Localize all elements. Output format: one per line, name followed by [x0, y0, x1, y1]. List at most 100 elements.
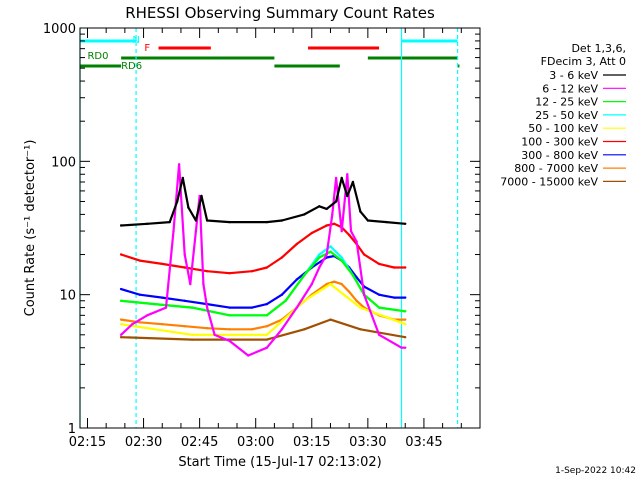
data-point: [377, 262, 381, 266]
data-point: [138, 321, 141, 324]
data-point: [194, 219, 198, 222]
data-point: [176, 200, 179, 203]
series-line: [120, 250, 406, 317]
data-point: [351, 274, 355, 277]
footer-date: 1-Sep-2022 10:42: [555, 466, 636, 476]
data-point: [228, 272, 231, 275]
data-point: [119, 318, 123, 321]
data-point: [200, 194, 203, 198]
data-point: [334, 200, 338, 203]
data-point: [377, 306, 381, 309]
x-tick-label: 02:15: [69, 435, 106, 450]
status-bar-label: RD0: [87, 51, 108, 62]
data-point: [119, 323, 123, 326]
x-tick-label: 03:00: [237, 435, 274, 450]
data-point: [198, 194, 201, 198]
data-point: [404, 266, 407, 269]
data-point: [329, 318, 332, 321]
data-point: [340, 176, 343, 180]
x-tick-label: 03:45: [405, 435, 442, 450]
data-point: [265, 220, 269, 224]
data-point: [303, 328, 306, 331]
data-point: [351, 180, 355, 184]
data-point: [404, 318, 407, 321]
data-point: [392, 266, 396, 269]
legend-entry-label: 7000 - 15000 keV: [500, 175, 598, 188]
data-point: [228, 220, 231, 224]
legend-entry-label: 6 - 12 keV: [542, 82, 598, 95]
data-point: [119, 333, 123, 336]
data-point: [334, 176, 338, 180]
data-point: [265, 333, 269, 336]
x-tick-label: 03:15: [293, 435, 330, 450]
data-point: [329, 250, 332, 253]
data-point: [138, 293, 141, 296]
data-point: [265, 266, 269, 269]
data-point: [348, 233, 351, 237]
data-point: [205, 306, 209, 309]
data-point: [205, 270, 209, 273]
data-point: [325, 282, 328, 286]
data-point: [303, 299, 306, 302]
data-point: [265, 314, 269, 317]
data-point: [404, 296, 407, 299]
time-markers: [79, 28, 459, 428]
x-tick-label: 02:30: [125, 435, 162, 450]
y-tick-label: 10: [59, 289, 76, 304]
data-point: [295, 242, 298, 246]
data-point: [265, 302, 269, 306]
data-point: [119, 287, 123, 291]
data-point: [392, 296, 396, 299]
data-point: [346, 173, 349, 176]
data-point: [183, 299, 186, 302]
data-point: [349, 229, 353, 233]
data-point: [161, 296, 164, 299]
data-point: [138, 259, 141, 262]
data-point: [190, 338, 194, 341]
data-point: [161, 262, 164, 266]
data-point: [190, 306, 194, 309]
data-point: [331, 213, 334, 216]
data-point: [377, 333, 381, 336]
data-point: [318, 205, 321, 208]
y-tick-label: 100: [51, 155, 76, 170]
legend-entry-label: 25 - 50 keV: [535, 109, 598, 122]
data-point: [228, 328, 231, 331]
data-point: [385, 220, 388, 224]
data-point: [280, 256, 284, 259]
status-bar-label: RD6: [121, 61, 142, 72]
data-point: [329, 245, 332, 248]
data-point: [280, 293, 284, 296]
data-point: [325, 253, 328, 256]
data-point: [250, 328, 254, 331]
y-axis-label: Count Rate (s⁻¹ detector⁻¹): [23, 140, 38, 317]
data-point: [303, 274, 306, 277]
data-point: [205, 219, 209, 222]
series-lines: [119, 163, 407, 357]
data-point: [265, 346, 269, 349]
data-point: [362, 253, 366, 256]
data-point: [189, 282, 192, 286]
data-point: [340, 229, 343, 233]
data-point: [359, 210, 362, 213]
data-point: [362, 293, 366, 296]
data-point: [146, 314, 149, 317]
data-point: [187, 206, 190, 209]
data-point: [333, 280, 336, 283]
data-point: [119, 299, 123, 302]
data-point: [325, 224, 328, 227]
data-point: [190, 333, 194, 336]
data-point: [355, 240, 358, 243]
data-point: [168, 220, 171, 224]
data-point: [404, 222, 407, 225]
plot-frame: [79, 27, 481, 429]
data-point: [340, 259, 343, 262]
y-tick-label: 1: [68, 422, 76, 437]
legend-entry-label: 300 - 800 keV: [521, 149, 598, 162]
data-point: [119, 224, 123, 227]
data-point: [250, 306, 254, 309]
data-point: [355, 276, 358, 279]
y-axis: 1 10 100 1000: [43, 22, 480, 437]
data-point: [205, 327, 209, 330]
data-point: [340, 256, 343, 259]
